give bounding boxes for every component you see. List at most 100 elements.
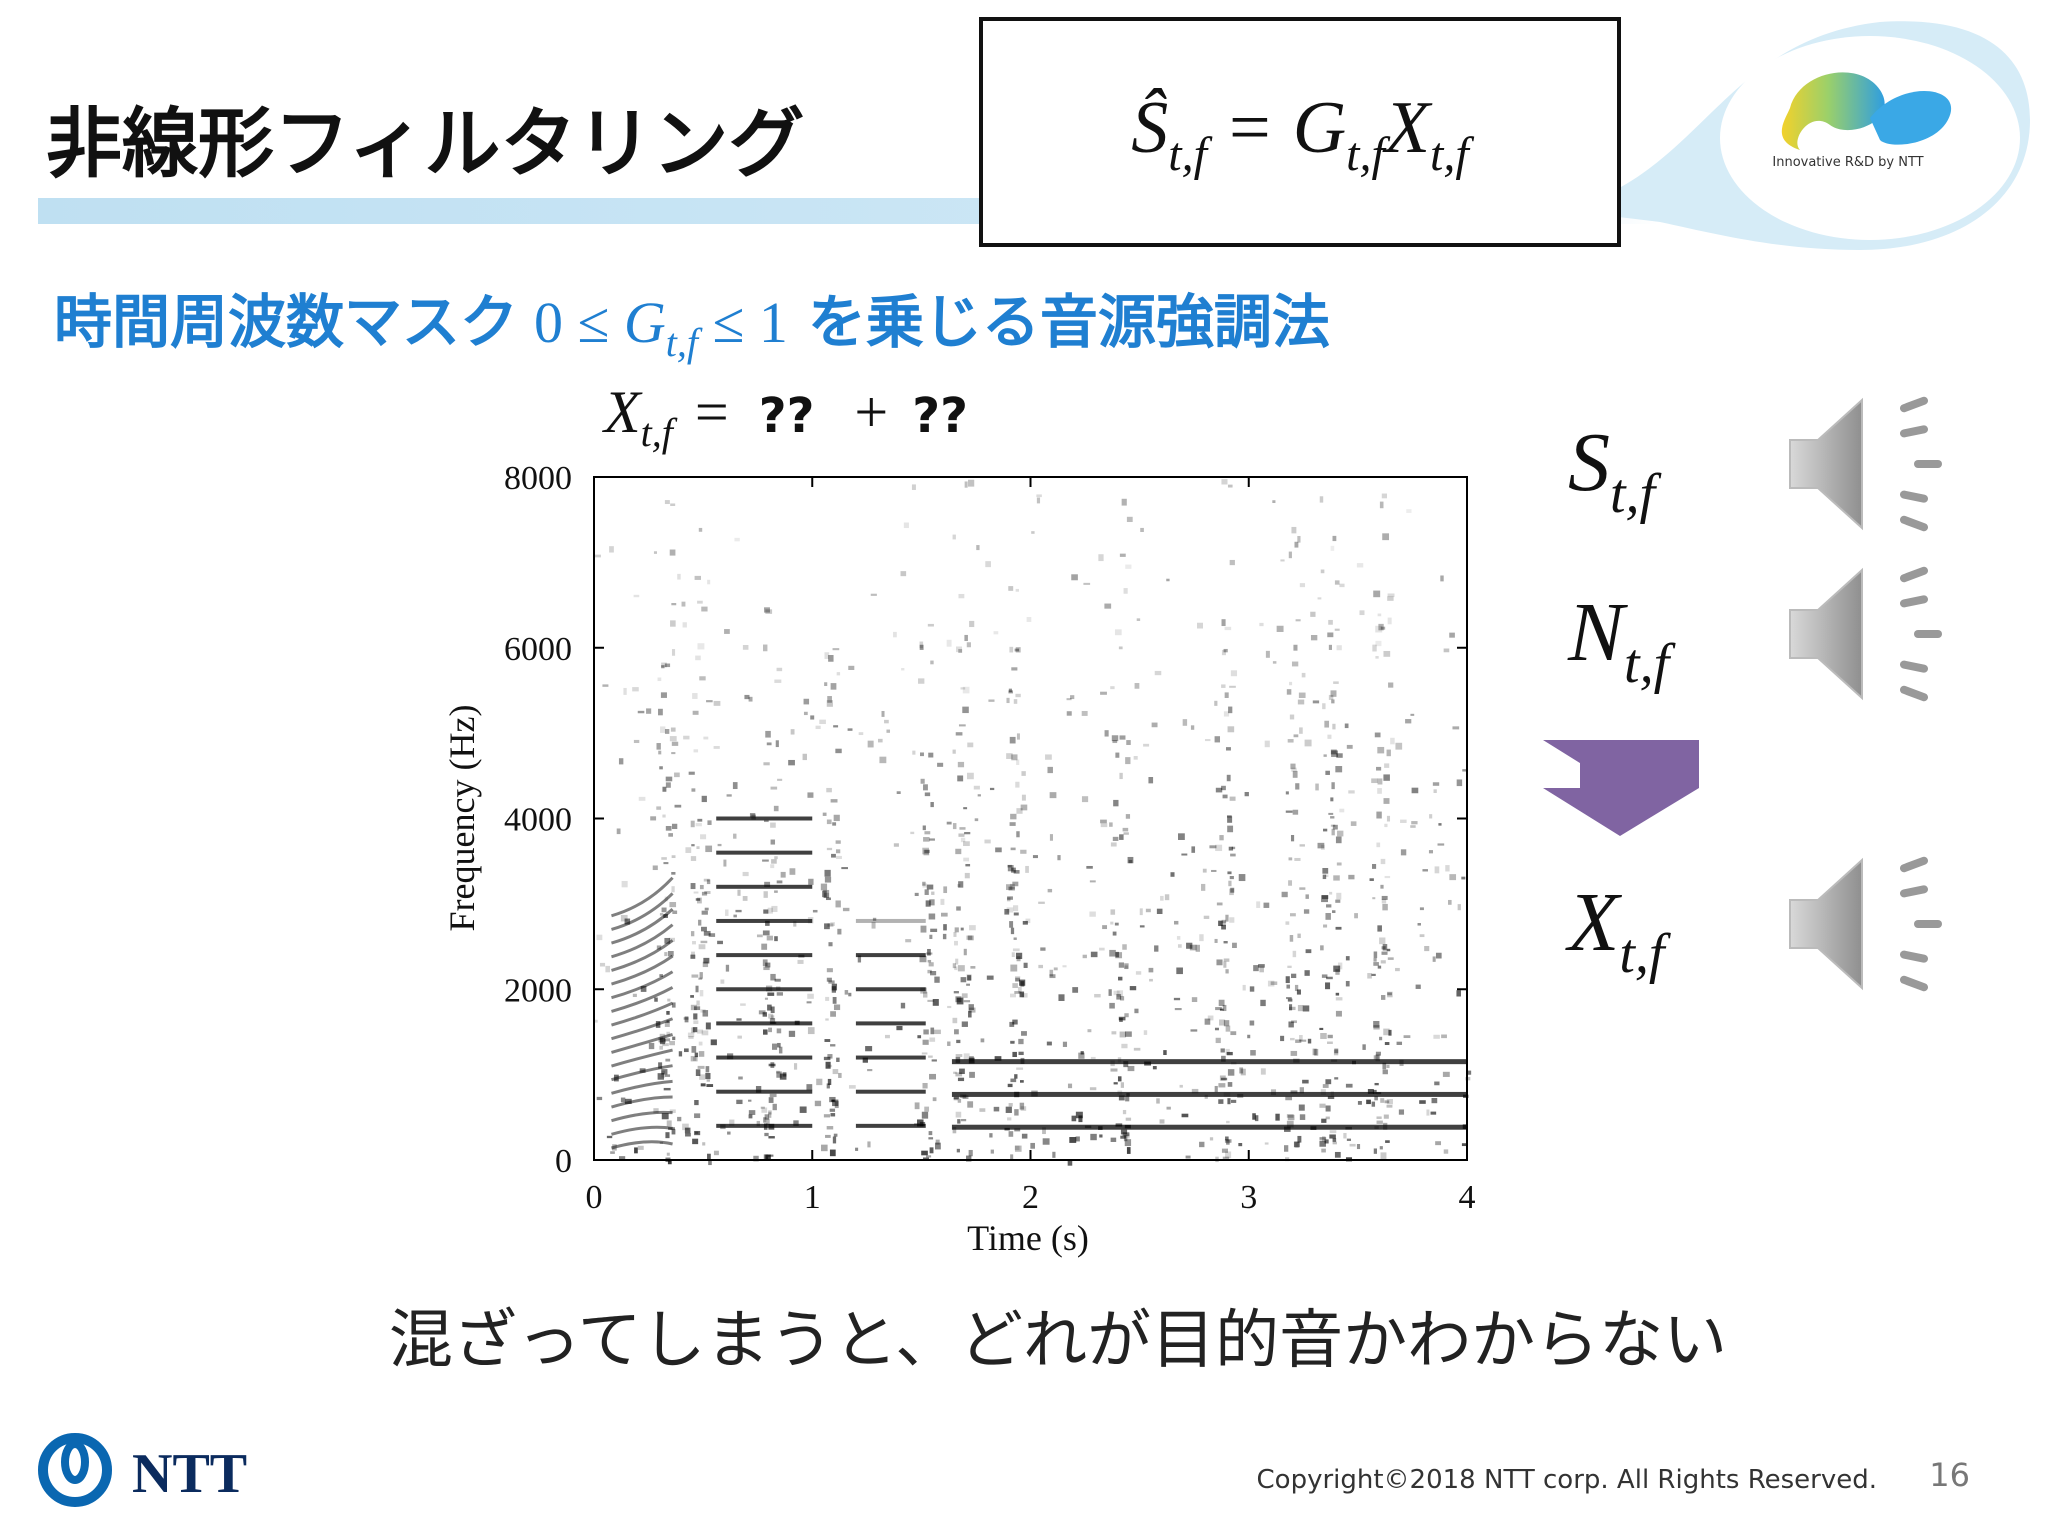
spectrogram-texture [1387,957,1394,960]
spectrogram-texture [1445,865,1450,872]
spectrogram-texture [1190,1029,1198,1032]
spectrogram-texture [1154,670,1162,676]
spectrogram-texture [1315,783,1319,791]
spectrogram-texture [964,831,971,835]
spectrogram-texture [1119,996,1125,1001]
spectrogram-texture [1221,479,1228,485]
spectrogram-texture [748,1099,752,1102]
spectrogram-texture [835,840,841,844]
spectrogram-texture [832,822,837,826]
spectrogram-texture [1386,1099,1393,1105]
spectrogram-texture [827,923,834,927]
spectrogram-texture [657,677,662,682]
spectrogram-texture [772,1043,778,1050]
spectrogram-texture [1178,833,1185,840]
spectrogram-texture [1247,1034,1251,1039]
spectrogram-texture [927,948,931,956]
spectrogram-texture [611,1140,673,1150]
spectrogram-texture [1388,682,1394,688]
spectrogram-texture [1006,753,1013,759]
spectrogram-texture [1226,774,1231,782]
spectrogram-texture [964,872,970,879]
spectrogram-texture [989,1133,993,1138]
spectrogram-texture [1197,622,1204,629]
spectrogram-texture [1324,1139,1329,1144]
spectrogram-texture [1328,644,1333,650]
spectrogram-texture [659,1037,666,1045]
spectrogram-texture [733,914,737,918]
spectrogram-texture [1366,1099,1371,1105]
spectrogram-texture [1377,965,1382,969]
spectrogram-texture [690,1027,695,1034]
spectrogram-texture [1207,1015,1214,1021]
spectrogram-texture [1218,1083,1226,1088]
spectrogram-texture [1126,740,1131,745]
spectrogram-texture [1118,1016,1126,1021]
spectrogram-texture [855,1055,926,1060]
spectrogram-texture [1346,1138,1352,1141]
spectrogram-texture [1411,787,1419,794]
spectrogram-texture [1023,962,1028,968]
spectrogram-texture [671,741,679,746]
spectrogram-texture [1090,1056,1096,1060]
spectrogram-texture [611,1110,673,1123]
spectrogram-texture [782,1072,787,1077]
spectrogram-texture [1376,1120,1383,1124]
spectrogram-texture [928,962,934,967]
signal-subscript: t,f [1610,463,1663,525]
spectrogram-texture [969,1056,974,1062]
spectrogram-texture [725,909,729,916]
spectrogram-texture [1219,920,1226,927]
spectrogram-texture [1015,977,1020,982]
spectrogram-texture [1098,554,1104,562]
spectrogram-texture [674,772,680,778]
spectrogram-texture [929,1037,936,1042]
spectrogram-texture [957,1119,961,1124]
spectrogram-texture [690,954,696,959]
spectrogram-texture [807,993,814,999]
spectrogram-texture [1238,874,1246,882]
spectrogram-texture [697,600,703,604]
spectrogram-texture [761,943,768,950]
spectrogram-texture [1372,1089,1377,1094]
spectrogram-texture [824,1039,831,1042]
spectrogram-texture [1216,902,1223,906]
spectrogram-texture [1331,699,1335,704]
spectrogram-texture [666,1010,670,1015]
spectrogram-texture [1020,804,1028,811]
spectrogram-texture [763,1029,768,1035]
spectrogram-texture [749,813,756,818]
spectrogram-texture [1040,947,1046,951]
spectrogram-texture [830,1113,836,1117]
spectrogram-texture [930,928,938,933]
spectrogram-texture [1299,1114,1306,1120]
spectrogram-texture [1294,857,1301,861]
spectrogram-texture [1383,798,1390,804]
y-tick-label: 6000 [504,631,572,668]
spectrogram-texture [823,892,830,899]
spectrogram-texture [1286,689,1292,695]
spectrogram-texture [1117,1076,1122,1082]
speaker-wave [1900,885,1928,898]
spectrogram-texture [1348,790,1355,794]
spectrogram-texture [870,593,877,596]
spectrogram-texture [665,1058,671,1062]
spectrogram-texture [734,537,740,542]
spectrogram-texture [1036,494,1042,498]
spectrogram-texture [1424,945,1430,952]
spectrogram-texture [1294,984,1299,992]
spectrogram-texture [1203,915,1210,919]
spectrogram-texture [695,655,701,661]
spectrogram-texture [963,857,970,862]
eq-eq: = [695,379,729,445]
spectrogram-texture [667,950,674,957]
spectrogram-texture [973,785,980,790]
spectrogram-texture [770,973,776,981]
spectrogram-texture [690,820,695,828]
spectrogram-texture [1362,1044,1366,1050]
spectrogram-texture [790,729,795,735]
spectrogram-texture [924,849,930,853]
spectrogram-texture [952,823,957,830]
spectrogram-texture [774,890,778,893]
spectrogram-texture [1221,1148,1228,1153]
